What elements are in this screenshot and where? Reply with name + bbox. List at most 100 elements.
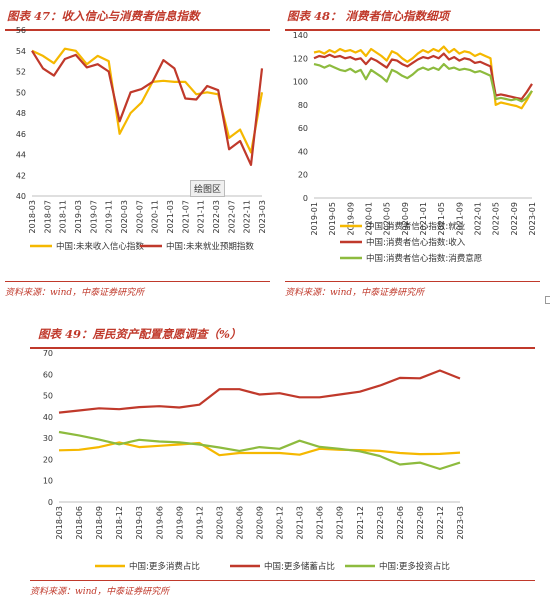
chart49-title-bar: 图表 49：居民资产配置意愿调查（%）	[30, 323, 535, 349]
y-tick-label: 60	[298, 124, 308, 133]
y-tick-label: 50	[43, 392, 53, 401]
chart47-source: 资料来源：wind，中泰证券研究所	[5, 288, 145, 298]
legend-label: 中国:消费者信心指数:消费意愿	[366, 253, 483, 264]
legend-label: 中国:更多储蓄占比	[264, 561, 335, 572]
x-tick-label: 2019-09	[175, 506, 184, 539]
y-tick-label: 20	[43, 455, 53, 464]
x-tick-label: 2019-12	[195, 506, 204, 539]
x-tick-label: 2021-05	[437, 202, 446, 235]
x-tick-label: 2018-09	[95, 506, 104, 539]
x-tick-label: 2023-03	[258, 200, 267, 233]
chart47-source-line	[5, 281, 270, 282]
x-tick-label: 2020-07	[135, 200, 144, 233]
x-tick-label: 2018-11	[59, 200, 68, 233]
x-tick-label: 2021-01	[419, 202, 428, 235]
x-tick-label: 2019-11	[105, 200, 114, 233]
series-line-2	[58, 369, 461, 414]
y-tick-label: 0	[303, 194, 308, 203]
y-tick-label: 0	[48, 498, 53, 507]
x-tick-label: 2021-06	[316, 506, 325, 539]
series-line-3	[58, 430, 461, 471]
y-tick-label: 140	[293, 31, 308, 40]
y-tick-label: 100	[293, 78, 308, 87]
chart48-title-bar: 图表 48： 消费者信心指数细项	[285, 5, 540, 31]
x-tick-label: 2018-03	[28, 200, 37, 233]
x-tick-label: 2022-03	[212, 200, 221, 233]
legend-label: 中国:更多投资占比	[379, 561, 450, 572]
x-tick-label: 2019-03	[135, 506, 144, 539]
x-tick-label: 2022-09	[416, 506, 425, 539]
series-line-2	[313, 52, 533, 101]
y-tick-label: 20	[298, 171, 308, 180]
x-tick-label: 2019-01	[310, 202, 319, 235]
x-tick-label: 2018-12	[115, 506, 124, 539]
x-tick-label: 2019-09	[346, 202, 355, 235]
series-line-3	[313, 62, 533, 103]
chart49-svg: 0 10 20 30 40 50 60 70 2018-03 2018-06 2018-09 2018…	[43, 349, 465, 572]
y-tick-label: 70	[43, 349, 53, 358]
x-tick-label: 2018-06	[75, 506, 84, 539]
chart48-title: 图表 48： 消费者信心指数细项	[287, 9, 450, 23]
x-tick-label: 2020-12	[276, 506, 285, 539]
chart49-source: 资料来源：wind，中泰证券研究所	[30, 587, 170, 597]
x-tick-label: 2021-09	[336, 506, 345, 539]
series-line-1	[313, 45, 533, 110]
x-tick-label: 2022-05	[492, 202, 501, 235]
x-tick-label: 2022-07	[227, 200, 236, 233]
x-tick-label: 2019-06	[155, 506, 164, 539]
y-tick-label: 48	[16, 109, 26, 118]
x-tick-label: 2021-09	[455, 202, 464, 235]
x-tick-label: 2020-03	[215, 506, 224, 539]
x-tick-label: 2022-03	[376, 506, 385, 539]
x-tick-label: 2021-03	[296, 506, 305, 539]
x-tick-label: 2019-05	[328, 202, 337, 235]
chart47-title-bar: 图表 47：收入信心与消费者信息指数	[5, 5, 270, 31]
chart47-title: 图表 47：收入信心与消费者信息指数	[7, 9, 200, 23]
x-tick-label: 2020-06	[235, 506, 244, 539]
x-tick-label: 2023-01	[528, 202, 537, 235]
x-tick-label: 2019-03	[74, 200, 83, 233]
x-tick-label: 2023-03	[456, 506, 465, 539]
chart48-source-line	[285, 281, 540, 282]
y-tick-label: 46	[16, 130, 26, 139]
chart47-svg: 40 42 44 46 48 50 52 54 56 2018-03 2018-07 2018-11 2…	[16, 26, 267, 252]
x-tick-label: 2020-11	[151, 200, 160, 233]
y-tick-label: 40	[16, 192, 26, 201]
x-tick-label: 2022-06	[396, 506, 405, 539]
legend-label: 中国:消费者信心指数:收入	[366, 237, 466, 248]
edge-marker	[545, 296, 550, 304]
y-tick-label: 80	[298, 101, 308, 110]
x-tick-label: 2021-11	[197, 200, 206, 233]
y-tick-label: 120	[293, 54, 308, 63]
chart49-source-line	[30, 580, 535, 581]
y-tick-label: 44	[16, 151, 26, 160]
x-tick-label: 2020-03	[120, 200, 129, 233]
y-tick-label: 40	[298, 147, 308, 156]
legend-label: 中国:未来就业预期指数	[166, 241, 254, 252]
y-tick-label: 56	[16, 26, 26, 35]
legend-label: 中国:消费者信心指数:就业	[366, 221, 465, 232]
x-tick-label: 2022-11	[243, 200, 252, 233]
plot-area-tooltip: 绘图区	[190, 180, 226, 197]
x-tick-label: 2019-07	[89, 200, 98, 233]
y-tick-label: 60	[43, 370, 53, 379]
y-tick-label: 52	[16, 68, 26, 77]
x-tick-label: 2018-07	[43, 200, 52, 233]
x-tick-label: 2021-07	[181, 200, 190, 233]
chart48-svg: 0 20 40 60 80 100 120 140 2019-01 2019-05 2019-09 2…	[293, 31, 537, 264]
chart49-title: 图表 49：居民资产配置意愿调查（%）	[38, 327, 242, 341]
series-line-2	[31, 50, 264, 166]
series-line-1	[58, 441, 461, 457]
chart48-source: 资料来源：wind，中泰证券研究所	[285, 288, 425, 298]
y-tick-label: 42	[16, 171, 26, 180]
y-tick-label: 54	[16, 47, 26, 56]
legend-label: 中国:未来收入信心指数	[56, 241, 144, 252]
x-tick-label: 2022-01	[474, 202, 483, 235]
x-tick-label: 2022-09	[510, 202, 519, 235]
y-tick-label: 40	[43, 413, 53, 422]
x-tick-label: 2020-09	[256, 506, 265, 539]
x-tick-label: 2022-12	[436, 506, 445, 539]
y-tick-label: 50	[16, 88, 26, 97]
x-tick-label: 2020-05	[383, 202, 392, 235]
x-tick-label: 2020-01	[365, 202, 374, 235]
